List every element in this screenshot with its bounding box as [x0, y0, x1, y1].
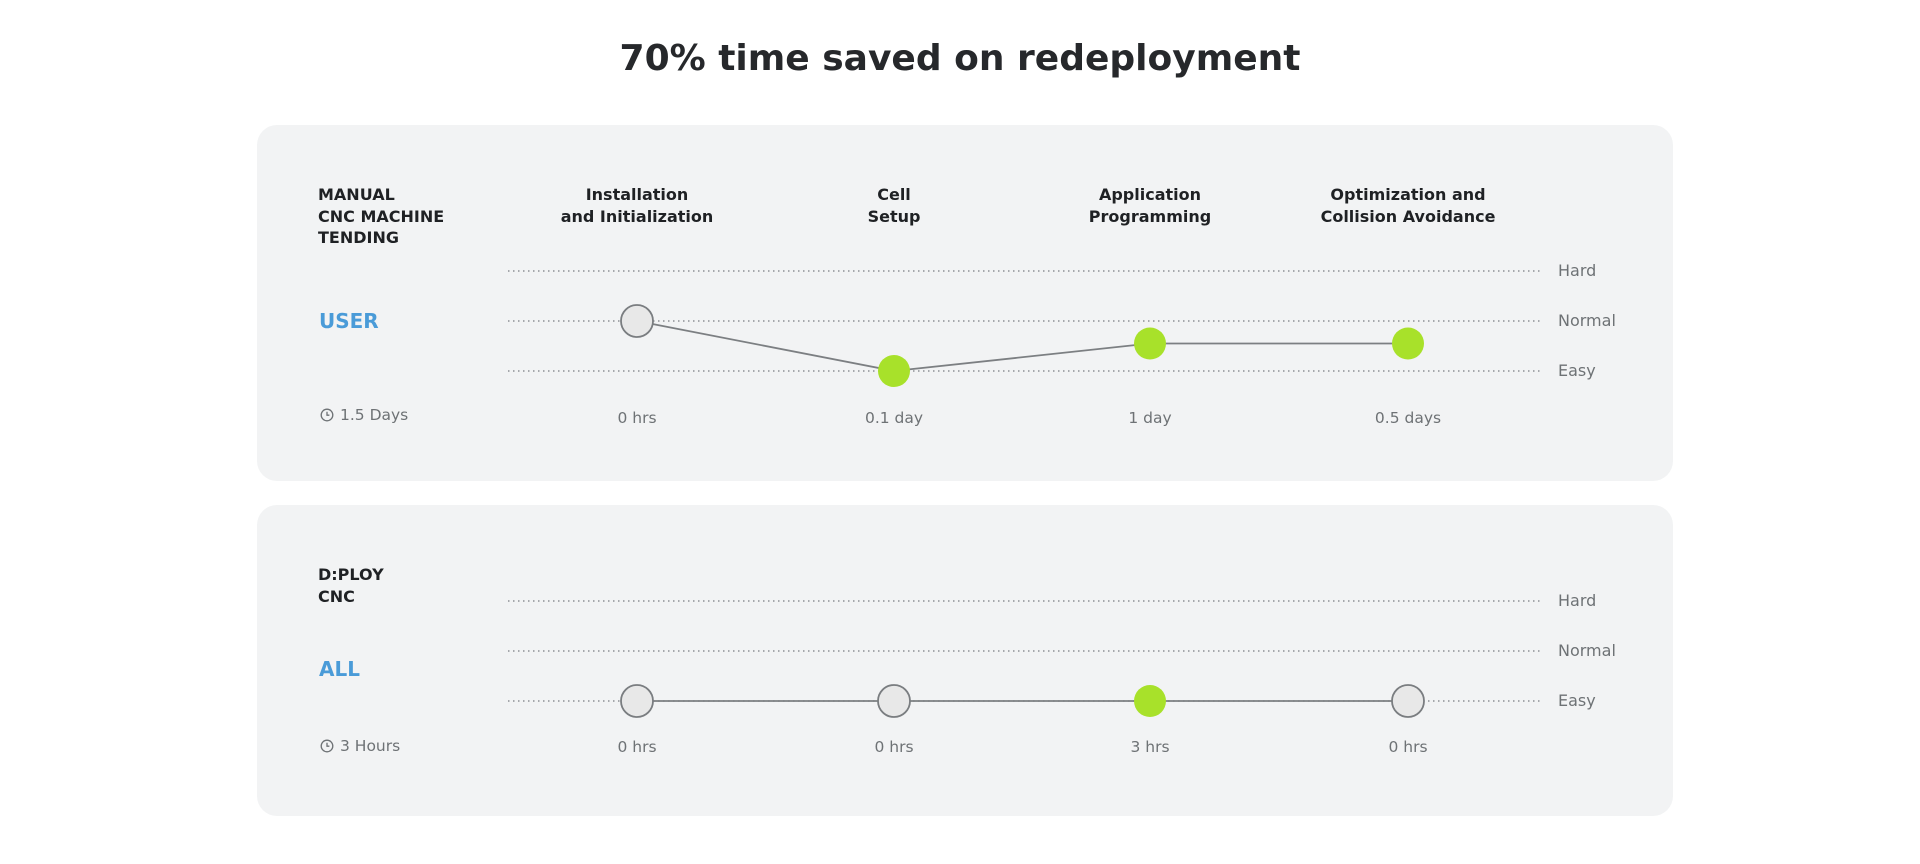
difficulty-chart-dploy: Hard Normal Easy 0 hrs 0 hrs 3 hrs 0 hrs [508, 591, 1616, 756]
total-time-value: 3 Hours [340, 737, 401, 755]
level-label-normal: Normal [1558, 641, 1616, 660]
data-point [878, 355, 910, 387]
time-label: 0 hrs [617, 409, 656, 427]
total-time-value: 1.5 Days [340, 406, 409, 424]
manual-cnc-panel: MANUAL CNC MACHINE TENDING Installation … [257, 125, 1673, 481]
series-line [636, 320, 1408, 372]
level-label-easy: Easy [1558, 691, 1596, 710]
role-label: USER [319, 309, 379, 333]
clock-icon [320, 408, 334, 422]
level-label-easy: Easy [1558, 361, 1596, 380]
level-label-hard: Hard [1558, 261, 1596, 280]
page-title: 70% time saved on redeployment [619, 38, 1301, 79]
total-time: 1.5 Days [320, 406, 408, 424]
data-point [1134, 685, 1166, 717]
total-time: 3 Hours [320, 737, 400, 755]
time-label: 3 hrs [1130, 738, 1169, 756]
panel-title: MANUAL CNC MACHINE TENDING [318, 185, 445, 247]
role-label: ALL [319, 657, 360, 681]
data-point [1392, 327, 1424, 360]
level-label-hard: Hard [1558, 591, 1596, 610]
panel-title: D:PLOY CNC [318, 565, 384, 606]
stage-header-cell-setup: Cell Setup [867, 185, 921, 226]
difficulty-chart-manual: Hard Normal Easy 0 hrs 0.1 day 1 day 0.5 days [508, 261, 1616, 427]
stage-header-application-programming: Application Programming [1088, 185, 1212, 226]
time-label: 0 hrs [874, 738, 913, 756]
data-point [1134, 327, 1166, 360]
time-label: 0 hrs [617, 738, 656, 756]
stage-header-installation: Installation and Initialization [560, 185, 714, 226]
time-label: 0.5 days [1375, 409, 1441, 427]
data-point [877, 684, 911, 718]
time-label: 0.1 day [865, 409, 923, 427]
stage-header-optimization: Optimization and Collision Avoidance [1320, 185, 1496, 226]
data-point [620, 684, 654, 718]
data-point [620, 304, 654, 338]
data-point [1391, 684, 1425, 718]
level-label-normal: Normal [1558, 311, 1616, 330]
dploy-cnc-panel: D:PLOY CNC ALL 3 Hours Hard Normal Easy 0 h… [257, 505, 1673, 816]
time-label: 1 day [1128, 409, 1171, 427]
time-label: 0 hrs [1388, 738, 1427, 756]
clock-icon [320, 739, 334, 753]
